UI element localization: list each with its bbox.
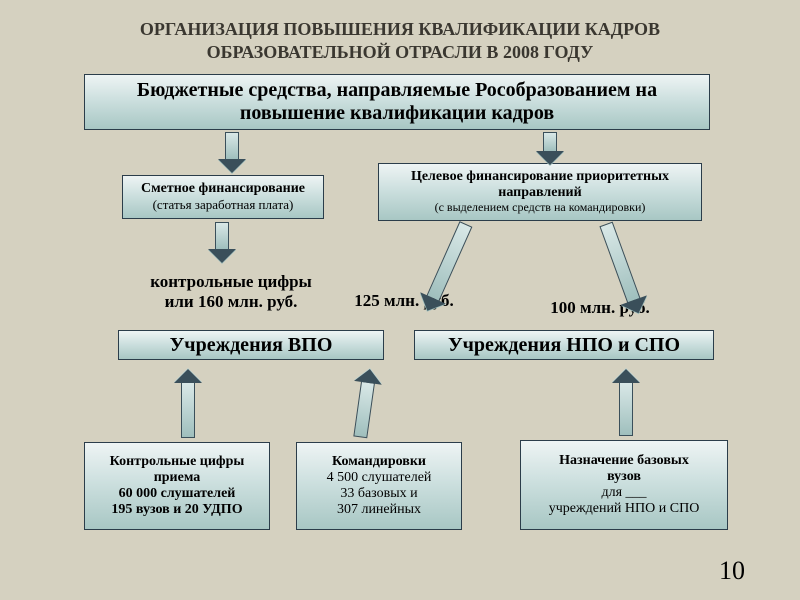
box-bottom-right: Назначение базовых вузов для ___ учрежде… bbox=[520, 440, 728, 530]
bm-line2: 4 500 слушателей bbox=[327, 470, 432, 486]
arrow-top-to-right bbox=[536, 132, 564, 166]
br-line2: вузов bbox=[607, 469, 641, 485]
ctrl-line2: или 160 млн. руб. bbox=[165, 292, 298, 311]
bm-line3: 33 базовых и bbox=[340, 486, 417, 502]
label-ctrl-figures: контрольные цифры или 160 млн. руб. bbox=[126, 272, 336, 313]
label-125: 125 млн. руб. bbox=[334, 291, 474, 311]
box-top-line2: повышение квалификации кадров bbox=[240, 102, 554, 125]
arrow-bm-to-vpo bbox=[346, 366, 383, 439]
arrow-leftfund-down bbox=[208, 222, 236, 264]
bl-line4: 195 вузов и 20 УДПО bbox=[111, 502, 242, 518]
vpo-text: Учреждения ВПО bbox=[170, 334, 333, 357]
bm-line4: 307 линейных bbox=[337, 502, 421, 518]
br-line3: для ___ bbox=[601, 485, 646, 501]
box-left-fund: Сметное финансирование (статья заработна… bbox=[122, 175, 324, 219]
box-bottom-left: Контрольные цифры приема 60 000 слушател… bbox=[84, 442, 270, 530]
npo-text: Учреждения НПО и СПО bbox=[448, 334, 680, 357]
box-vpo: Учреждения ВПО bbox=[118, 330, 384, 360]
bl-line1: Контрольные цифры bbox=[110, 454, 245, 470]
box-right-fund: Целевое финансирование приоритетных напр… bbox=[378, 163, 702, 221]
box-top: Бюджетные средства, направляемые Рособра… bbox=[84, 74, 710, 130]
arrow-br-to-npo bbox=[612, 368, 640, 436]
right-fund-line3: (с выделением средств на командировки) bbox=[435, 201, 646, 215]
right-fund-line2: направлений bbox=[498, 185, 581, 201]
arrow-top-to-left bbox=[218, 132, 246, 174]
bl-line2: приема bbox=[154, 470, 201, 486]
right-fund-line1: Целевое финансирование приоритетных bbox=[411, 169, 669, 185]
bm-line1: Командировки bbox=[332, 454, 426, 470]
box-npo-spo: Учреждения НПО и СПО bbox=[414, 330, 714, 360]
box-bottom-mid: Командировки 4 500 слушателей 33 базовых… bbox=[296, 442, 462, 530]
arrow-bl-to-vpo bbox=[174, 368, 202, 438]
box-top-line1: Бюджетные средства, направляемые Рособра… bbox=[137, 79, 657, 102]
left-fund-line1: Сметное финансирование bbox=[141, 181, 305, 197]
page-title: ОРГАНИЗАЦИЯ ПОВЫШЕНИЯ КВАЛИФИКАЦИИ КАДРО… bbox=[0, 0, 800, 73]
page-number: 10 bbox=[719, 556, 745, 586]
br-line1: Назначение базовых bbox=[559, 453, 689, 469]
br-line4: учреждений НПО и СПО bbox=[549, 501, 700, 517]
left-fund-line2: (статья заработная плата) bbox=[153, 198, 294, 213]
bl-line3: 60 000 слушателей bbox=[119, 486, 236, 502]
ctrl-line1: контрольные цифры bbox=[150, 272, 312, 291]
